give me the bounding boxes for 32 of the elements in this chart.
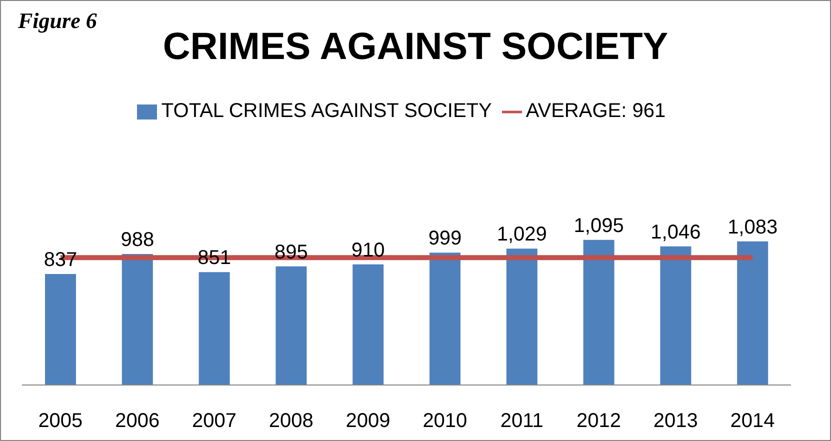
x-tick-label: 2013 xyxy=(653,410,698,432)
bar xyxy=(276,266,307,385)
data-label: 999 xyxy=(428,228,462,250)
data-label: 1,046 xyxy=(650,221,701,244)
data-label: 1,095 xyxy=(574,214,624,237)
bar xyxy=(660,246,692,385)
data-label: 988 xyxy=(120,229,154,252)
bar xyxy=(737,241,768,385)
x-tick-label: 2007 xyxy=(192,410,236,432)
bar xyxy=(45,274,76,385)
x-tick-label: 2014 xyxy=(730,410,775,432)
x-tick-label: 2011 xyxy=(500,410,544,432)
data-label: 837 xyxy=(44,249,78,272)
caption: Figure 6 xyxy=(18,8,97,34)
x-tick-label: 2005 xyxy=(38,410,83,432)
bar xyxy=(430,252,460,385)
bar xyxy=(352,264,384,385)
legend-label: AVERAGE: 961 xyxy=(526,100,666,122)
x-tick-label: 2012 xyxy=(576,410,621,432)
bar xyxy=(122,254,153,385)
bar xyxy=(583,240,614,385)
x-tick-label: 2008 xyxy=(268,410,314,432)
data-label: 851 xyxy=(198,247,231,270)
x-tick-label: 2010 xyxy=(422,410,468,432)
data-label: 1,029 xyxy=(496,224,547,246)
bar xyxy=(198,272,230,385)
x-tick-label: 2009 xyxy=(346,410,390,432)
data-label: 1,083 xyxy=(728,216,778,238)
legend-label: TOTAL CRIMES AGAINST SOCIETY xyxy=(161,100,492,122)
x-tick-label: 2006 xyxy=(115,410,160,432)
chart-title: CRIMES AGAINST SOCIETY xyxy=(162,26,668,68)
bar xyxy=(506,248,538,385)
